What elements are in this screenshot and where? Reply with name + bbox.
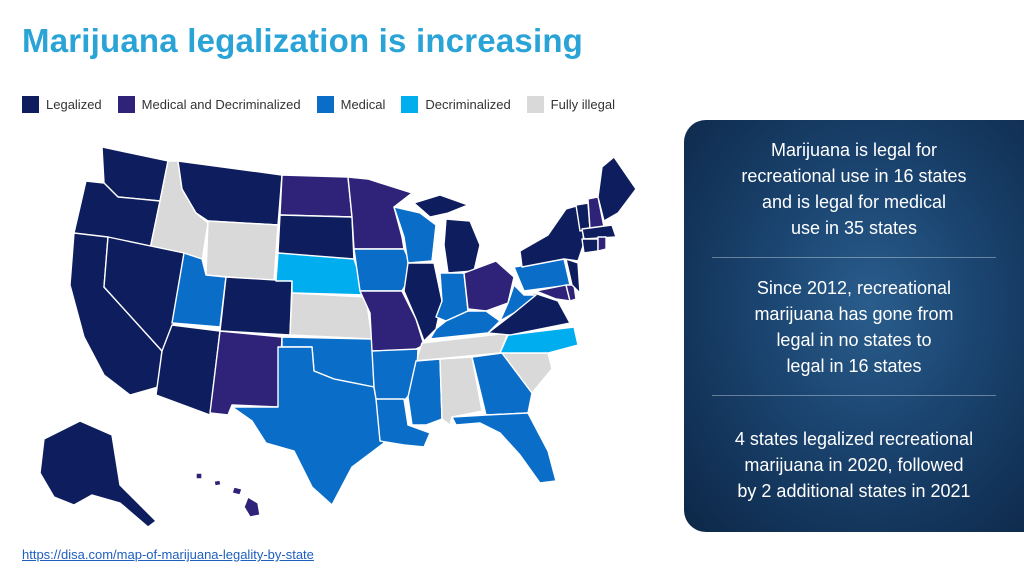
us-map-svg xyxy=(39,146,637,528)
page-title: Marijuana legalization is increasing xyxy=(22,22,584,59)
state-maine xyxy=(597,156,637,222)
state-connecticut xyxy=(581,238,599,254)
state-hawaii-maui xyxy=(231,486,243,496)
state-illinois xyxy=(403,262,443,342)
legend-label: Medical and Decriminalized xyxy=(141,96,301,112)
state-hawaii-oahu xyxy=(213,479,222,487)
state-massachusetts xyxy=(581,224,617,240)
states xyxy=(39,146,637,528)
state-new-york xyxy=(519,204,585,268)
legend-swatch xyxy=(117,95,135,113)
state-north-carolina xyxy=(499,326,579,354)
panel-divider xyxy=(712,257,996,258)
state-kentucky xyxy=(429,310,501,340)
source-link[interactable]: https://disa.com/map-of-marijuana-legali… xyxy=(22,547,314,562)
legend-swatch xyxy=(526,95,544,113)
legend-label: Legalized xyxy=(46,96,102,112)
legend-item-decriminalized: Decriminalized xyxy=(401,95,511,113)
state-colorado xyxy=(219,276,293,336)
state-hawaii-big-island xyxy=(243,496,261,518)
legend-swatch xyxy=(22,95,39,113)
legend-swatch xyxy=(401,95,419,113)
state-alaska xyxy=(39,420,157,528)
state-texas xyxy=(231,346,385,506)
state-kansas xyxy=(289,292,373,340)
legend-item-medical-decriminalized: Medical and Decriminalized xyxy=(117,95,301,113)
state-rhode-island xyxy=(597,236,607,252)
state-arizona xyxy=(155,324,221,416)
state-wisconsin xyxy=(393,206,437,264)
us-map xyxy=(0,125,680,545)
panel-divider xyxy=(712,395,996,396)
info-block-current: Marijuana is legal for recreational use … xyxy=(741,139,967,238)
legend-item-legalized: Legalized xyxy=(22,95,102,113)
state-michigan-upper xyxy=(413,194,469,218)
state-new-mexico xyxy=(209,330,283,416)
legend-swatch xyxy=(316,95,334,113)
state-wyoming xyxy=(205,220,279,282)
info-block-since-2012: Since 2012, recreational marijuana has g… xyxy=(754,277,954,376)
info-panel: Marijuana is legal for recreational use … xyxy=(684,120,1024,532)
info-block-2020-2021: 4 states legalized recreational marijuan… xyxy=(734,428,974,501)
state-north-dakota xyxy=(279,174,353,218)
legend-label: Fully illegal xyxy=(550,96,615,112)
legend-label: Medical xyxy=(340,96,386,112)
state-florida xyxy=(451,412,557,484)
state-hawaii-kauai xyxy=(195,472,203,480)
legend-item-medical: Medical xyxy=(316,95,386,113)
state-west-virginia xyxy=(499,284,537,322)
state-louisiana xyxy=(375,398,431,448)
legend-label: Decriminalized xyxy=(425,96,511,112)
state-missouri xyxy=(359,290,425,352)
state-minnesota xyxy=(347,176,413,250)
legend-item-fully-illegal: Fully illegal xyxy=(526,95,615,113)
state-georgia xyxy=(471,352,533,416)
state-michigan xyxy=(443,218,481,274)
legend: Legalized Medical and Decriminalized Med… xyxy=(22,94,631,114)
state-new-jersey xyxy=(565,258,581,294)
